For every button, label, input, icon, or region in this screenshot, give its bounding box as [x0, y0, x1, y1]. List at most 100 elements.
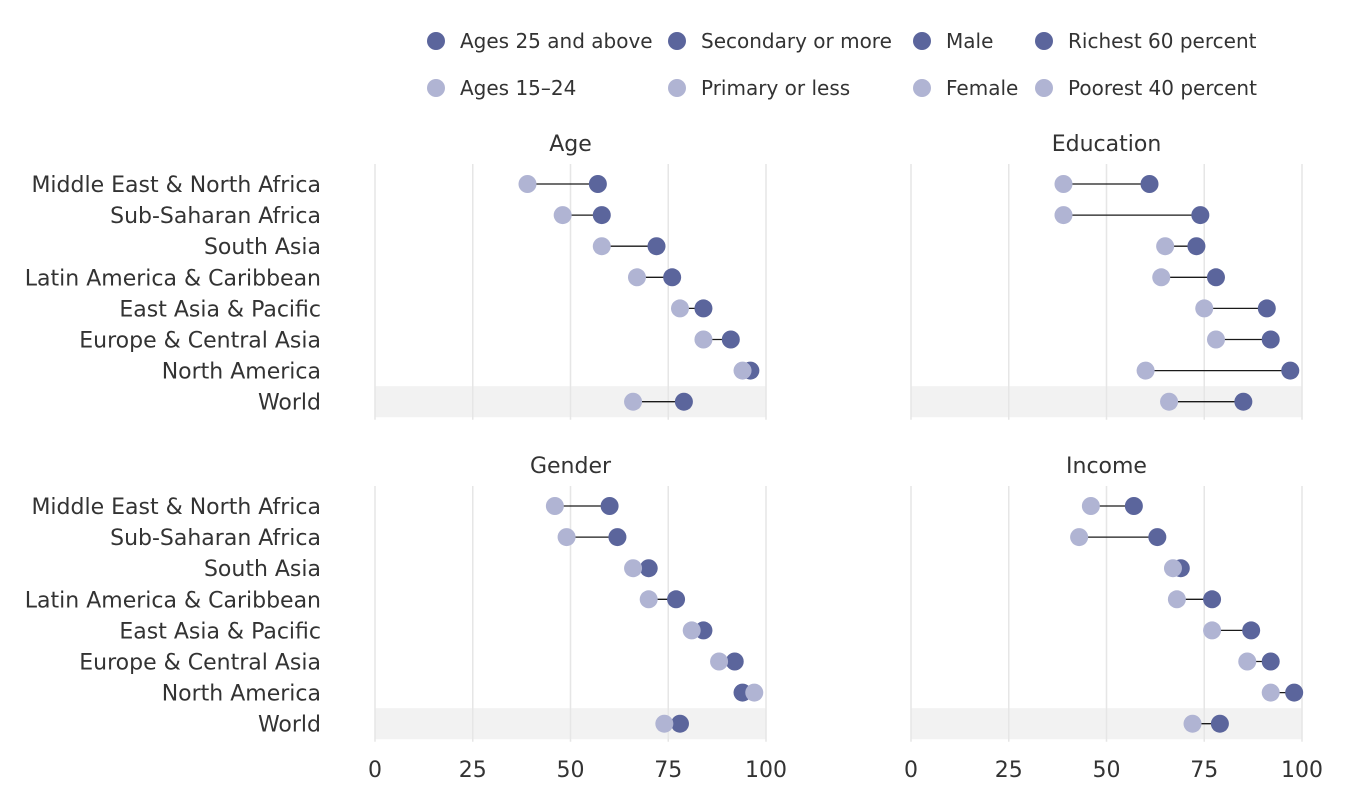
legend-label-female: Female: [946, 76, 1018, 100]
legend-marker-male: [913, 32, 931, 50]
row-label-world: World: [258, 713, 321, 738]
point-ages-15-24-middle-east-north-africa: [518, 175, 537, 193]
legend-label-ages-15-24: Ages 15–24: [460, 76, 576, 100]
tick-label-income-0: 0: [904, 758, 918, 783]
point-primary-or-less-middle-east-north-africa: [1054, 175, 1073, 193]
panel-gender: Gender Middle East & North Africa Sub-Saha…: [25, 454, 787, 783]
panel-title-age: Age: [549, 132, 592, 157]
point-ages-15-24-sub-saharan-africa: [553, 206, 572, 225]
point-poorest-40-percent-north-america: [1261, 683, 1280, 702]
row-label-europe-central-asia: Europe & Central Asia: [79, 329, 321, 354]
tick-label-gender-100: 100: [745, 758, 787, 783]
point-richest-60-percent-north-america: [1285, 683, 1304, 702]
panel-income: Income 0 25 50 75 100: [904, 454, 1323, 783]
point-primary-or-less-world: [1160, 392, 1179, 411]
point-richest-60-percent-world: [1210, 714, 1229, 733]
point-poorest-40-percent-middle-east-north-africa: [1081, 497, 1100, 515]
row-label-north-america: North America: [162, 682, 321, 707]
point-richest-60-percent-middle-east-north-africa: [1124, 497, 1143, 515]
row-label-europe-central-asia: Europe & Central Asia: [79, 651, 321, 676]
point-ages-25-and-above-sub-saharan-africa: [592, 206, 611, 225]
tick-label-income-50: 50: [1093, 758, 1121, 783]
point-poorest-40-percent-south-asia: [1163, 559, 1182, 578]
point-richest-60-percent-latin-america-caribbean: [1203, 590, 1222, 609]
point-female-world: [655, 714, 674, 733]
point-ages-15-24-south-asia: [592, 237, 611, 256]
point-ages-25-and-above-world: [674, 392, 693, 411]
point-richest-60-percent-sub-saharan-africa: [1148, 528, 1167, 547]
point-poorest-40-percent-east-asia-pacific: [1203, 621, 1222, 640]
row-label-world: World: [258, 391, 321, 416]
legend: Ages 25 and above Secondary or more Male Ri…: [427, 29, 1257, 100]
legend-marker-female: [913, 79, 931, 97]
panel-age: Age Middle East & North Africa Sub-Saharan…: [25, 132, 767, 420]
point-secondary-or-more-sub-saharan-africa: [1191, 206, 1210, 225]
point-secondary-or-more-north-america: [1281, 361, 1300, 380]
row-label-east-asia-pacific: East Asia & Pacific: [119, 619, 321, 644]
point-poorest-40-percent-world: [1183, 714, 1202, 733]
point-male-south-asia: [639, 559, 658, 578]
point-primary-or-less-sub-saharan-africa: [1054, 206, 1073, 225]
panel-title-gender: Gender: [530, 454, 612, 479]
point-male-sub-saharan-africa: [608, 528, 627, 547]
legend-marker-richest-60-percent: [1035, 32, 1053, 50]
point-primary-or-less-south-asia: [1156, 237, 1175, 256]
point-secondary-or-more-middle-east-north-africa: [1140, 175, 1159, 193]
tick-label-gender-75: 75: [654, 758, 682, 783]
point-female-latin-america-caribbean: [639, 590, 658, 609]
legend-label-poorest-40-percent: Poorest 40 percent: [1068, 76, 1257, 100]
point-female-middle-east-north-africa: [545, 497, 564, 515]
point-male-europe-central-asia: [725, 652, 744, 671]
legend-marker-ages-15-24: [427, 79, 445, 97]
legend-label-male: Male: [946, 29, 993, 53]
point-ages-15-24-world: [624, 392, 643, 411]
tick-label-gender-0: 0: [368, 758, 382, 783]
point-secondary-or-more-latin-america-caribbean: [1206, 268, 1225, 287]
point-richest-60-percent-east-asia-pacific: [1242, 621, 1261, 640]
point-female-europe-central-asia: [710, 652, 729, 671]
point-poorest-40-percent-latin-america-caribbean: [1167, 590, 1186, 609]
point-secondary-or-more-south-asia: [1187, 237, 1206, 256]
point-female-east-asia-pacific: [682, 621, 701, 640]
point-male-middle-east-north-africa: [600, 497, 619, 515]
tick-label-income-25: 25: [995, 758, 1023, 783]
row-label-sub-saharan-africa: Sub-Saharan Africa: [110, 526, 321, 551]
point-poorest-40-percent-europe-central-asia: [1238, 652, 1257, 671]
point-male-world: [670, 714, 689, 733]
legend-marker-poorest-40-percent: [1035, 79, 1053, 97]
point-ages-15-24-east-asia-pacific: [670, 299, 689, 318]
legend-marker-primary-or-less: [668, 79, 686, 97]
panel-title-education: Education: [1052, 132, 1162, 157]
chart-panels: Age Middle East & North Africa Sub-Saharan…: [25, 132, 1323, 783]
tick-label-income-100: 100: [1281, 758, 1323, 783]
row-label-latin-america-caribbean: Latin America & Caribbean: [25, 266, 321, 291]
panel-education: Education: [910, 132, 1303, 420]
row-label-south-asia: South Asia: [204, 557, 321, 582]
panel-title-income: Income: [1066, 454, 1147, 479]
legend-label-primary-or-less: Primary or less: [701, 76, 850, 100]
row-label-middle-east-north-africa: Middle East & North Africa: [31, 173, 321, 198]
point-ages-25-and-above-europe-central-asia: [721, 330, 740, 349]
row-label-north-america: North America: [162, 360, 321, 385]
tick-label-gender-25: 25: [459, 758, 487, 783]
point-poorest-40-percent-sub-saharan-africa: [1070, 528, 1089, 547]
row-label-south-asia: South Asia: [204, 235, 321, 260]
legend-marker-secondary-or-more: [668, 32, 686, 50]
point-primary-or-less-europe-central-asia: [1206, 330, 1225, 349]
row-label-latin-america-caribbean: Latin America & Caribbean: [25, 588, 321, 613]
point-primary-or-less-latin-america-caribbean: [1152, 268, 1171, 287]
point-male-latin-america-caribbean: [667, 590, 686, 609]
tick-label-gender-50: 50: [557, 758, 585, 783]
point-secondary-or-more-east-asia-pacific: [1257, 299, 1276, 318]
legend-marker-ages-25-and-above: [427, 32, 445, 50]
legend-label-secondary-or-more: Secondary or more: [701, 29, 892, 53]
point-ages-25-and-above-east-asia-pacific: [694, 299, 713, 318]
point-ages-15-24-europe-central-asia: [694, 330, 713, 349]
point-ages-15-24-north-america: [733, 361, 752, 380]
point-primary-or-less-east-asia-pacific: [1195, 299, 1214, 318]
point-female-sub-saharan-africa: [557, 528, 576, 547]
legend-label-ages-25-and-above: Ages 25 and above: [460, 29, 653, 53]
point-ages-15-24-latin-america-caribbean: [627, 268, 646, 287]
tick-label-income-75: 75: [1190, 758, 1218, 783]
